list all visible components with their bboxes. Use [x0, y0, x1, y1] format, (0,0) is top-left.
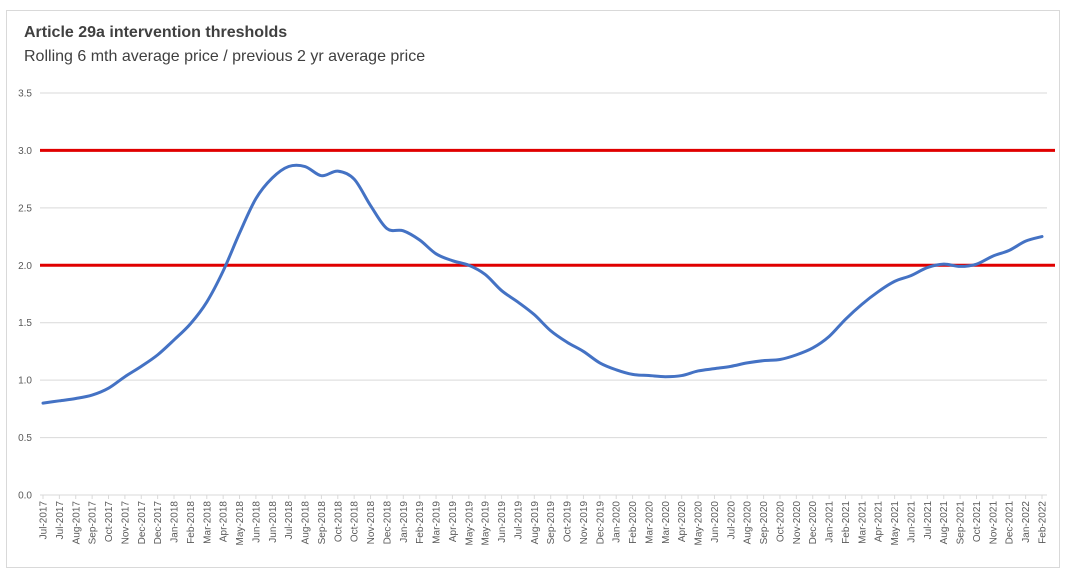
y-tick-label: 0.0 [18, 491, 32, 502]
x-tick-label: Aug-2019 [530, 501, 541, 545]
x-tick-label: Aug-2017 [71, 501, 82, 545]
x-tick-label: Jul-2018 [284, 501, 295, 540]
x-tick-label: Oct-2018 [350, 501, 361, 543]
x-tick-label: Jan-2019 [399, 501, 410, 543]
x-tick-label: Mar-2020 [661, 501, 672, 544]
y-tick-label: 3.0 [18, 146, 32, 157]
y-tick-label: 2.0 [18, 261, 32, 272]
x-tick-label: Feb-2022 [1038, 501, 1049, 544]
x-tick-label: Apr-2021 [874, 501, 885, 543]
chart-subtitle: Rolling 6 mth average price / previous 2… [24, 48, 426, 65]
x-tick-label: Sep-2017 [88, 501, 99, 545]
x-tick-label: Jun-2019 [497, 501, 508, 543]
x-tick-label: Jan-2018 [170, 501, 181, 543]
x-tick-label: Oct-2019 [563, 501, 574, 543]
chart-title: Article 29a intervention thresholds [24, 24, 288, 41]
x-tick-label: Jul-2020 [726, 501, 737, 540]
x-tick-label: Jun-2018 [268, 501, 279, 543]
x-tick-label: Oct-2018 [333, 501, 344, 543]
x-tick-label: Jul-2021 [923, 501, 934, 540]
x-tick-label: Sep-2020 [759, 501, 770, 545]
x-tick-label: Dec-2021 [1005, 501, 1016, 545]
x-tick-label: Aug-2021 [939, 501, 950, 545]
x-tick-label: Feb-2018 [186, 501, 197, 544]
x-tick-label: Oct-2021 [972, 501, 983, 543]
x-tick-label: Jul-2017 [55, 501, 66, 540]
y-tick-label: 2.5 [18, 203, 32, 214]
x-tick-label: Mar-2021 [857, 501, 868, 544]
x-tick-label: Feb-2019 [415, 501, 426, 544]
x-tick-label: May-2018 [235, 501, 246, 546]
y-tick-label: 1.0 [18, 376, 32, 387]
x-tick-label: Apr-2020 [677, 501, 688, 543]
y-tick-label: 3.5 [18, 89, 32, 100]
series-line [41, 163, 1044, 405]
x-tick-label: Sep-2019 [546, 501, 557, 545]
x-tick-label: Dec-2019 [595, 501, 606, 545]
x-tick-label: Nov-2017 [120, 501, 131, 545]
series-lines [41, 163, 1044, 405]
x-tick-label: Dec-2017 [153, 501, 164, 545]
gridlines [40, 92, 1047, 496]
x-tick-label: Feb-2020 [628, 501, 639, 544]
x-tick-label: Nov-2021 [988, 501, 999, 545]
x-tick-label: Mar-2020 [644, 501, 655, 544]
x-tick-label: Jun-2021 [906, 501, 917, 543]
x-tick-label: Sep-2018 [317, 501, 328, 545]
x-tick-label: May-2021 [890, 501, 901, 546]
x-tick-label: Jan-2020 [612, 501, 623, 543]
x-tick-label: Jan-2021 [825, 501, 836, 543]
x-tick-label: Aug-2020 [743, 501, 754, 545]
x-tick-label: May-2019 [481, 501, 492, 546]
x-tick-label: May-2019 [464, 501, 475, 546]
x-tick-label: Jan-2022 [1021, 501, 1032, 543]
x-tick-label: Jun-2020 [710, 501, 721, 543]
x-tick-label: Oct-2020 [775, 501, 786, 543]
x-axis-ticks: Jul-2017 Jul-2017 Aug-2017 Sep-2017 Oct-2017… [39, 494, 1049, 546]
x-tick-label: Sep-2021 [956, 501, 967, 545]
x-tick-label: Dec-2018 [382, 501, 393, 545]
chart-frame [6, 10, 1060, 568]
x-tick-label: Oct-2017 [104, 501, 115, 543]
threshold-lines [40, 148, 1055, 267]
y-tick-label: 0.5 [18, 433, 32, 444]
x-tick-label: Dec-2020 [808, 501, 819, 545]
x-tick-label: Aug-2018 [301, 501, 312, 545]
x-tick-label: Apr-2018 [219, 501, 230, 543]
x-tick-label: Jul-2017 [39, 501, 50, 540]
x-tick-label: Mar-2019 [432, 501, 443, 544]
x-tick-label: Nov-2018 [366, 501, 377, 545]
y-tick-label: 1.5 [18, 318, 32, 329]
x-tick-label: Jun-2018 [251, 501, 262, 543]
x-tick-label: Jul-2019 [513, 501, 524, 540]
x-tick-label: Mar-2018 [202, 501, 213, 544]
x-tick-label: Feb-2021 [841, 501, 852, 544]
x-tick-label: Dec-2017 [137, 501, 148, 545]
y-axis-ticks: 0.0 0.5 1.0 1.5 2.0 2.5 3.0 3.5 [18, 89, 32, 502]
x-tick-label: May-2020 [694, 501, 705, 546]
x-tick-label: Nov-2019 [579, 501, 590, 545]
x-tick-label: Apr-2019 [448, 501, 459, 543]
x-tick-label: Nov-2020 [792, 501, 803, 545]
